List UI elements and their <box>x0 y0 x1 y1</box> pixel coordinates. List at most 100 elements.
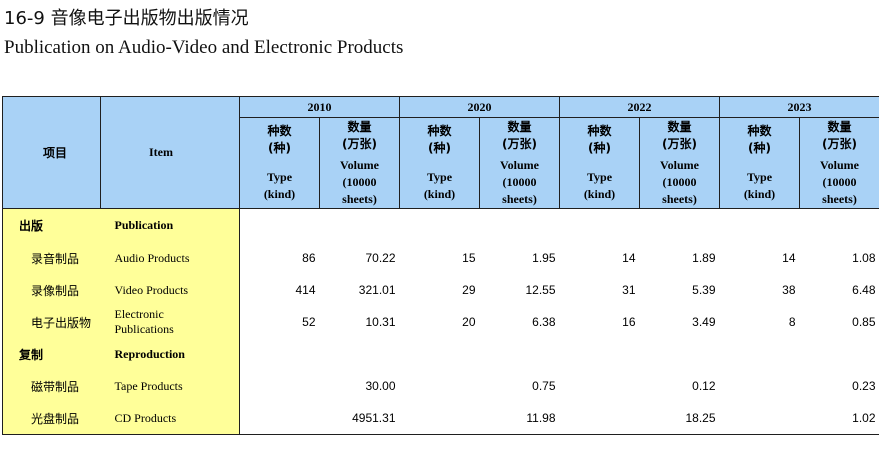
type-count-cell: 29 <box>399 274 480 306</box>
header-volume-en-3: sheets) <box>662 191 697 206</box>
table-row: 电子出版物 Electronic Publications 52 10.31 20 6.38… <box>2 306 879 338</box>
row-label-zh: 磁带制品 <box>2 370 101 402</box>
table-row: 光盘制品 CD Products 4951.31 11.98 18.25 1.02 <box>2 402 879 435</box>
header-volume-zh-1: 数量 <box>667 119 692 134</box>
type-count-cell: 86 <box>239 242 320 274</box>
header-type-en-2: (kind) <box>423 187 456 201</box>
row-label-zh: 复制 <box>2 338 101 370</box>
header-volume-en-1: Volume <box>340 157 379 172</box>
volume-cell: 1.95 <box>479 242 560 274</box>
type-count-cell <box>399 370 480 402</box>
type-count-cell <box>719 402 800 435</box>
header-volume-en-2: (10000 <box>662 174 697 189</box>
header-type-en-2: (kind) <box>583 187 616 201</box>
header-year-2010: 2010 <box>239 96 400 118</box>
volume-cell <box>639 338 720 370</box>
header-volume-zh-1: 数量 <box>507 119 532 134</box>
section-row: 出版 Publication <box>2 208 879 242</box>
volume-cell <box>479 338 560 370</box>
type-count-cell: 14 <box>719 242 800 274</box>
row-label-en: Electronic Publications <box>100 306 240 338</box>
volume-cell: 12.55 <box>479 274 560 306</box>
header-type-en-1: Type <box>266 170 293 184</box>
header-year-2023: 2023 <box>719 96 879 118</box>
type-count-cell <box>239 370 320 402</box>
volume-cell <box>639 208 720 242</box>
header-type-en-1: Type <box>586 170 613 184</box>
header-volume: 数量 (万张) Volume (10000 sheets) <box>319 117 400 209</box>
row-label-zh: 录像制品 <box>2 274 101 306</box>
header-item-zh: 项目 <box>2 96 101 209</box>
header-type: 种数 (种) Type (kind) <box>719 117 800 209</box>
header-type-zh-2: (种) <box>268 141 291 155</box>
header-type-zh-2: (种) <box>588 141 611 155</box>
volume-cell <box>319 338 400 370</box>
row-label-en: Tape Products <box>100 370 240 402</box>
type-count-cell: 8 <box>719 306 800 338</box>
volume-cell: 30.00 <box>319 370 400 402</box>
header-volume: 数量 (万张) Volume (10000 sheets) <box>799 117 879 209</box>
table-row: 录像制品 Video Products 414 321.01 29 12.55 31 5.39… <box>2 274 879 306</box>
header-volume-zh-2: (万张) <box>822 136 857 151</box>
header-volume-en-1: Volume <box>500 157 539 172</box>
header-type: 种数 (种) Type (kind) <box>239 117 320 209</box>
header-volume-zh-2: (万张) <box>662 136 697 151</box>
volume-cell: 5.39 <box>639 274 720 306</box>
row-label-en: Audio Products <box>100 242 240 274</box>
type-count-cell: 414 <box>239 274 320 306</box>
type-count-cell <box>559 402 640 435</box>
row-label-en: Publication <box>100 208 240 242</box>
type-count-cell <box>239 402 320 435</box>
volume-cell: 1.08 <box>799 242 879 274</box>
type-count-cell <box>719 208 800 242</box>
header-type-zh-1: 种数 <box>587 124 612 138</box>
row-label-en-line: Electronic <box>114 307 164 321</box>
volume-cell: 18.25 <box>639 402 720 435</box>
header-volume: 数量 (万张) Volume (10000 sheets) <box>639 117 720 209</box>
type-count-cell: 52 <box>239 306 320 338</box>
header-volume-zh-2: (万张) <box>502 136 537 151</box>
header-volume-en-3: sheets) <box>342 191 377 206</box>
row-label-en-line: Publications <box>114 322 174 336</box>
volume-cell: 4951.31 <box>319 402 400 435</box>
type-count-cell <box>399 338 480 370</box>
volume-cell: 0.12 <box>639 370 720 402</box>
header-type: 种数 (种) Type (kind) <box>399 117 480 209</box>
volume-cell <box>319 208 400 242</box>
volume-cell: 1.89 <box>639 242 720 274</box>
header-volume-en-1: Volume <box>820 157 859 172</box>
volume-cell: 0.75 <box>479 370 560 402</box>
type-count-cell: 14 <box>559 242 640 274</box>
type-count-cell: 31 <box>559 274 640 306</box>
volume-cell: 321.01 <box>319 274 400 306</box>
header-volume-en-2: (10000 <box>342 174 377 189</box>
header-volume-zh-2: (万张) <box>342 136 377 151</box>
row-label-en: Reproduction <box>100 338 240 370</box>
type-count-cell <box>559 208 640 242</box>
header-type-zh-1: 种数 <box>267 124 292 138</box>
volume-cell: 1.02 <box>799 402 879 435</box>
header-volume-en-3: sheets) <box>822 191 857 206</box>
row-label-zh: 出版 <box>2 208 101 242</box>
type-count-cell <box>719 370 800 402</box>
header-type: 种数 (种) Type (kind) <box>559 117 640 209</box>
type-count-cell <box>239 208 320 242</box>
header-type-zh-2: (种) <box>748 141 771 155</box>
type-count-cell <box>239 338 320 370</box>
volume-cell: 3.49 <box>639 306 720 338</box>
type-count-cell <box>399 208 480 242</box>
type-count-cell <box>559 338 640 370</box>
header-volume-en-1: Volume <box>660 157 699 172</box>
header-type-zh-1: 种数 <box>747 124 772 138</box>
volume-cell: 6.38 <box>479 306 560 338</box>
volume-cell <box>479 208 560 242</box>
volume-cell: 10.31 <box>319 306 400 338</box>
type-count-cell: 16 <box>559 306 640 338</box>
volume-cell: 6.48 <box>799 274 879 306</box>
type-count-cell: 15 <box>399 242 480 274</box>
header-volume-zh-1: 数量 <box>827 119 852 134</box>
header-type-en-1: Type <box>426 170 453 184</box>
type-count-cell <box>559 370 640 402</box>
volume-cell: 11.98 <box>479 402 560 435</box>
row-label-zh: 光盘制品 <box>2 402 101 435</box>
